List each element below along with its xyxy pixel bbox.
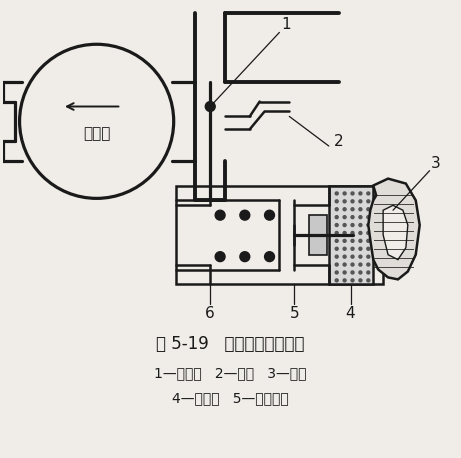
- Circle shape: [215, 210, 225, 220]
- Circle shape: [367, 247, 370, 250]
- Text: 4: 4: [346, 306, 355, 322]
- Bar: [329, 185, 373, 284]
- Circle shape: [343, 231, 346, 234]
- Text: 3: 3: [431, 156, 440, 171]
- Circle shape: [351, 216, 354, 218]
- Circle shape: [359, 247, 362, 250]
- Polygon shape: [383, 205, 408, 260]
- Circle shape: [343, 255, 346, 258]
- Circle shape: [343, 224, 346, 227]
- Circle shape: [359, 240, 362, 242]
- Circle shape: [215, 252, 225, 262]
- Circle shape: [240, 210, 250, 220]
- Circle shape: [351, 247, 354, 250]
- Text: 1: 1: [282, 17, 291, 32]
- Circle shape: [359, 208, 362, 211]
- Circle shape: [367, 255, 370, 258]
- Circle shape: [367, 200, 370, 203]
- Circle shape: [359, 263, 362, 266]
- Circle shape: [335, 240, 338, 242]
- Circle shape: [367, 263, 370, 266]
- Circle shape: [343, 208, 346, 211]
- Circle shape: [335, 200, 338, 203]
- Circle shape: [351, 231, 354, 234]
- Circle shape: [240, 252, 250, 262]
- Circle shape: [351, 208, 354, 211]
- Circle shape: [265, 210, 274, 220]
- Circle shape: [335, 255, 338, 258]
- Circle shape: [335, 271, 338, 274]
- Circle shape: [359, 224, 362, 227]
- Circle shape: [343, 240, 346, 242]
- Circle shape: [359, 255, 362, 258]
- Bar: [309, 215, 327, 255]
- Circle shape: [343, 192, 346, 195]
- Text: 图 5-19   石蜡式怠速调节器: 图 5-19 石蜡式怠速调节器: [156, 335, 304, 353]
- Bar: [176, 185, 383, 284]
- Circle shape: [335, 247, 338, 250]
- Circle shape: [335, 224, 338, 227]
- Text: 5: 5: [290, 306, 299, 322]
- Circle shape: [351, 224, 354, 227]
- Circle shape: [335, 208, 338, 211]
- Circle shape: [367, 224, 370, 227]
- Circle shape: [343, 216, 346, 218]
- Text: 6: 6: [205, 306, 215, 322]
- Circle shape: [205, 102, 215, 111]
- Circle shape: [359, 192, 362, 195]
- Circle shape: [335, 279, 338, 282]
- Circle shape: [343, 263, 346, 266]
- Circle shape: [367, 271, 370, 274]
- Circle shape: [351, 240, 354, 242]
- Text: 4—石蜡体   5—控制活塞: 4—石蜡体 5—控制活塞: [171, 391, 289, 405]
- Circle shape: [351, 263, 354, 266]
- Circle shape: [335, 216, 338, 218]
- Circle shape: [343, 247, 346, 250]
- Text: 1—节气门   2—软管   3—水套: 1—节气门 2—软管 3—水套: [154, 366, 306, 380]
- Circle shape: [351, 200, 354, 203]
- Circle shape: [359, 279, 362, 282]
- Circle shape: [367, 216, 370, 218]
- Circle shape: [367, 279, 370, 282]
- Circle shape: [351, 255, 354, 258]
- Circle shape: [359, 200, 362, 203]
- Circle shape: [359, 231, 362, 234]
- Text: 2: 2: [334, 134, 343, 148]
- Circle shape: [343, 279, 346, 282]
- Circle shape: [351, 271, 354, 274]
- Polygon shape: [368, 179, 420, 279]
- Circle shape: [343, 200, 346, 203]
- Text: 进气管: 进气管: [83, 125, 110, 141]
- Circle shape: [367, 231, 370, 234]
- Circle shape: [367, 192, 370, 195]
- Circle shape: [335, 231, 338, 234]
- Circle shape: [343, 271, 346, 274]
- Circle shape: [367, 208, 370, 211]
- Circle shape: [367, 240, 370, 242]
- Circle shape: [359, 271, 362, 274]
- Circle shape: [335, 192, 338, 195]
- Circle shape: [265, 252, 274, 262]
- Circle shape: [351, 279, 354, 282]
- Circle shape: [359, 216, 362, 218]
- Circle shape: [335, 263, 338, 266]
- Circle shape: [351, 192, 354, 195]
